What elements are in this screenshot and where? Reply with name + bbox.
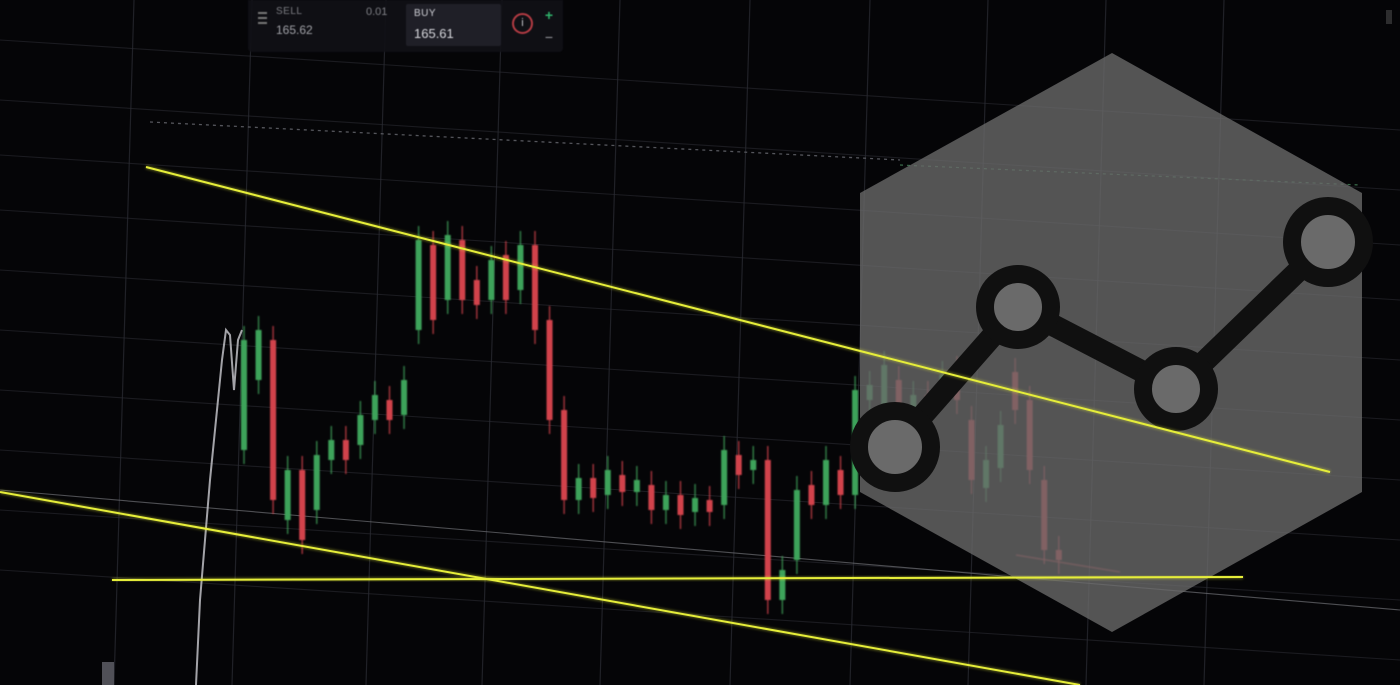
line-chart-hexagon-icon [850,53,1373,632]
node-circle [1134,347,1218,431]
grid-line-vertical [481,0,503,685]
grid-line-horizontal [0,569,1400,661]
candle-body [648,485,655,510]
candle-body [706,500,713,512]
candle-body [604,470,611,495]
candle-body [284,470,291,520]
candle-body [750,460,757,470]
candle-body [371,395,378,420]
candle-body [793,490,800,560]
candle-body [561,410,568,500]
increase-button[interactable]: + [544,7,554,23]
candle-body [590,478,597,498]
candle-body [444,235,451,300]
candle-body [459,240,466,300]
buy-button[interactable]: BUY 165.61 [406,4,501,46]
buy-value: 165.61 [414,26,454,41]
hexagon-shape [860,53,1362,632]
trendline-support [111,576,1244,581]
candle-body [401,380,408,415]
candle-body [837,470,844,495]
trade-panel: SELL 165.62 0.01 BUY 165.61 i + − [248,0,563,52]
candle-body [633,480,640,492]
price-trace [195,327,243,685]
candle-body [270,340,277,500]
candle-body [430,245,437,320]
candle-body [473,280,480,305]
candle-body [415,240,422,330]
node-circle [850,402,940,492]
grid-line-vertical [113,0,135,685]
candle-body [735,455,742,475]
grid-line-vertical [729,0,751,685]
info-icon[interactable]: i [512,13,533,34]
candle-body [764,460,771,600]
axis-label-fragment [102,662,114,685]
candle-body [823,460,829,505]
candle-body [619,475,626,492]
candle-body [488,260,495,300]
candle-body [357,415,364,445]
candle-body [808,485,815,505]
grid-line-vertical [365,0,387,685]
candle-body [502,255,509,300]
candle-body [342,440,349,460]
trendline-lower [0,491,1081,685]
trendline-upper [145,166,1331,473]
node-circle [976,265,1060,349]
candle-body [692,498,699,512]
node-circle [1283,197,1373,287]
candle-body [328,440,335,460]
sell-value: 165.62 [276,23,313,37]
candle-body [517,245,524,290]
candle-body [721,450,728,505]
candle-body [241,340,247,450]
grid-line-dashed [149,121,901,161]
spread-value: 0.01 [366,6,388,18]
grid-line-vertical [599,0,621,685]
candle-body [546,320,553,420]
left-price-trace [102,327,243,685]
candle-body [255,330,262,380]
buy-label: BUY [414,8,437,19]
sell-label: SELL [276,6,303,17]
candle-body [575,478,582,500]
menu-icon[interactable] [258,12,267,27]
candle-body [779,570,786,600]
decrease-button[interactable]: − [544,29,554,45]
candle-body [662,495,669,510]
candle-body [532,245,538,330]
trendlines[interactable] [0,165,1331,685]
candle-body [313,455,320,510]
candle-body [386,400,393,420]
candle-body [299,470,306,540]
sell-price[interactable]: SELL 165.62 [276,6,340,46]
scrollbar-thumb[interactable] [1386,10,1392,24]
candle-body [677,495,684,515]
